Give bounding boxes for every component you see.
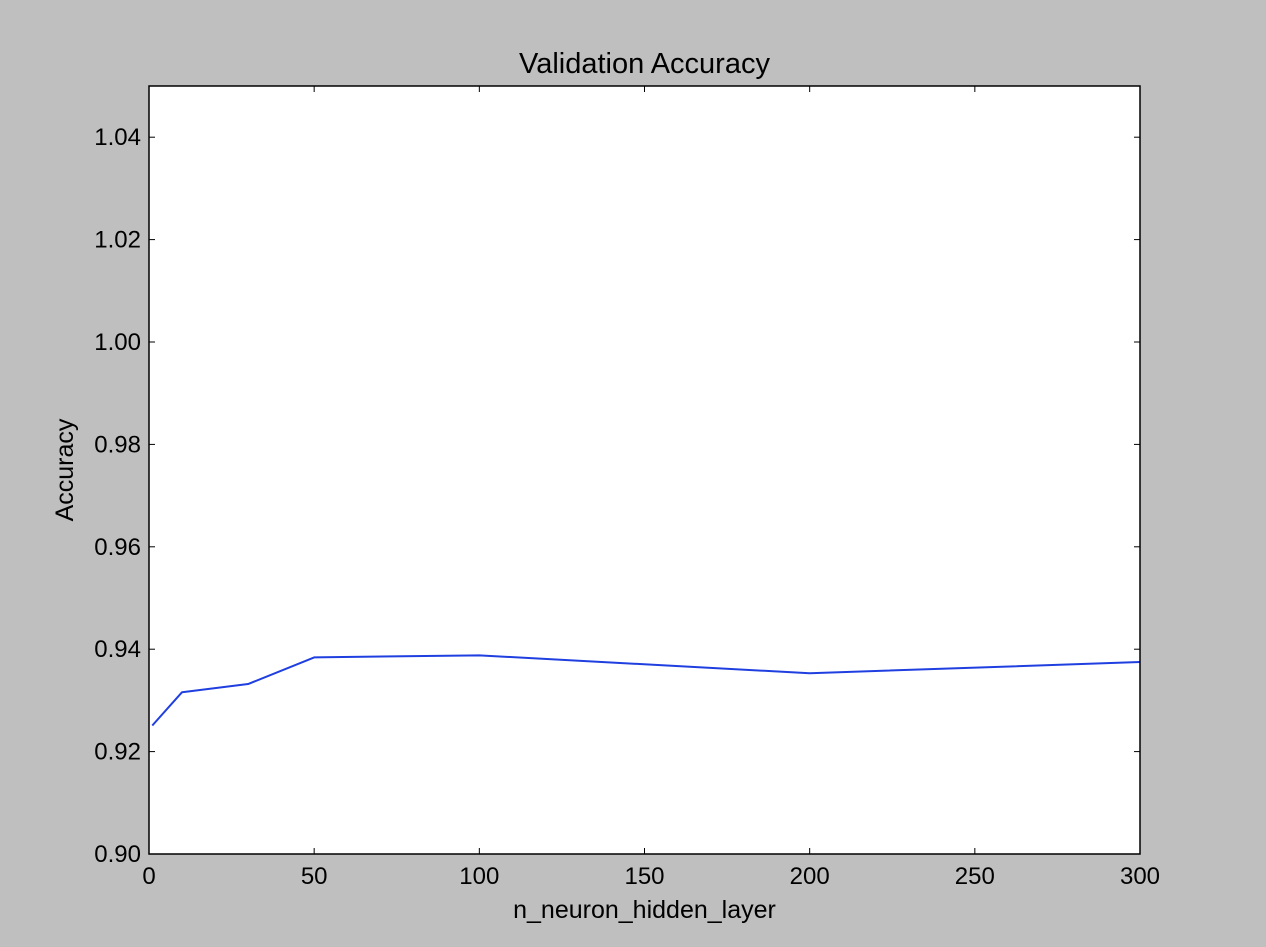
y-tick-label: 0.94 xyxy=(94,636,141,663)
x-tick-label: 0 xyxy=(142,863,155,890)
y-tick-label: 1.02 xyxy=(94,227,141,254)
x-tick-label: 200 xyxy=(790,863,830,890)
plot-area xyxy=(149,86,1140,854)
y-tick-label: 0.98 xyxy=(94,431,141,458)
y-tick-label: 0.96 xyxy=(94,534,141,561)
x-tick-label: 50 xyxy=(301,863,328,890)
x-tick-label: 100 xyxy=(459,863,499,890)
y-tick-label: 0.90 xyxy=(94,841,141,868)
y-tick-label: 0.92 xyxy=(94,739,141,766)
x-tick-label: 150 xyxy=(624,863,664,890)
x-tick-label: 250 xyxy=(955,863,995,890)
y-tick-label: 1.04 xyxy=(94,124,141,151)
chart-title: Validation Accuracy xyxy=(519,48,770,80)
y-axis-label: Accuracy xyxy=(51,418,79,521)
x-axis-label: n_neuron_hidden_layer xyxy=(513,896,776,924)
x-tick-label: 300 xyxy=(1120,863,1160,890)
y-tick-label: 1.00 xyxy=(94,329,141,356)
